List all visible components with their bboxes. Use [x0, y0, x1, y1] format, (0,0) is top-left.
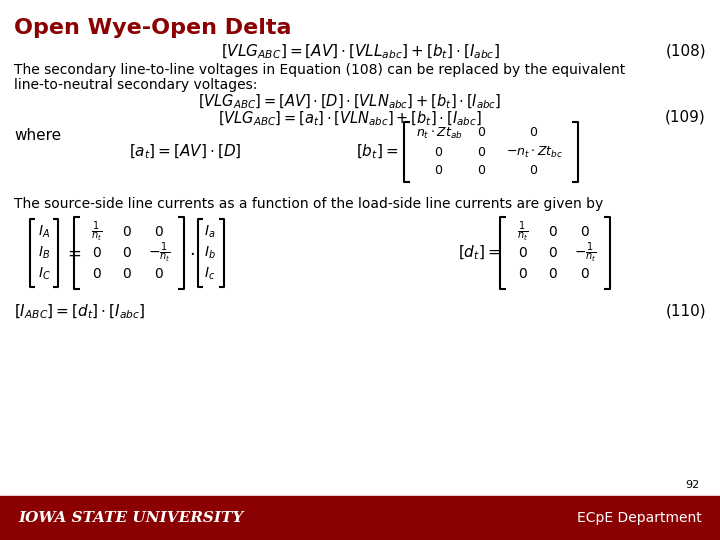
- Text: $0$: $0$: [122, 246, 132, 260]
- Text: $I_A$: $I_A$: [38, 224, 50, 240]
- Text: $0$: $0$: [477, 126, 487, 139]
- Text: $\frac{1}{n_t}$: $\frac{1}{n_t}$: [91, 220, 102, 244]
- Text: $-\frac{1}{n_t}$: $-\frac{1}{n_t}$: [148, 241, 171, 265]
- Text: Open Wye-Open Delta: Open Wye-Open Delta: [14, 18, 292, 38]
- Text: $[b_t] = $: $[b_t] = $: [356, 143, 398, 161]
- Text: $I_C$: $I_C$: [37, 266, 50, 282]
- Text: $0$: $0$: [154, 225, 164, 239]
- Text: $[VLG_{ABC}] = [a_t] \cdot [VLN_{abc}] + [b_t] \cdot [I_{abc}]$: $[VLG_{ABC}] = [a_t] \cdot [VLN_{abc}] +…: [218, 110, 482, 129]
- Text: $0$: $0$: [548, 246, 558, 260]
- Text: The secondary line-to-line voltages in Equation (108) can be replaced by the equ: The secondary line-to-line voltages in E…: [14, 63, 625, 77]
- Text: $0$: $0$: [477, 145, 487, 159]
- Text: IOWA STATE UNIVERSITY: IOWA STATE UNIVERSITY: [18, 511, 243, 525]
- Text: line-to-neutral secondary voltages:: line-to-neutral secondary voltages:: [14, 78, 257, 92]
- Text: $0$: $0$: [434, 145, 444, 159]
- Text: $-n_t \cdot Zt_{bc}$: $-n_t \cdot Zt_{bc}$: [505, 144, 562, 159]
- Text: $0$: $0$: [92, 246, 102, 260]
- Text: $0$: $0$: [154, 267, 164, 281]
- Text: $\frac{1}{n_t}$: $\frac{1}{n_t}$: [518, 220, 528, 244]
- Text: $[VLG_{ABC}] = [AV] \cdot [D] \cdot [VLN_{abc}] + [b_t] \cdot [I_{abc}]$: $[VLG_{ABC}] = [AV] \cdot [D] \cdot [VLN…: [198, 93, 502, 111]
- Text: $\cdot$: $\cdot$: [189, 244, 194, 262]
- Text: $0$: $0$: [122, 225, 132, 239]
- Text: $0$: $0$: [518, 246, 528, 260]
- Text: where: where: [14, 128, 61, 143]
- Text: $0$: $0$: [529, 165, 539, 178]
- Text: $0$: $0$: [529, 126, 539, 139]
- Text: $0$: $0$: [548, 267, 558, 281]
- Text: $0$: $0$: [580, 267, 590, 281]
- Text: $[d_t] =$: $[d_t] =$: [458, 244, 500, 262]
- Text: $0$: $0$: [477, 165, 487, 178]
- Text: (110): (110): [665, 303, 706, 318]
- Text: $I_a$: $I_a$: [204, 224, 216, 240]
- Text: $0$: $0$: [122, 267, 132, 281]
- Text: $0$: $0$: [518, 267, 528, 281]
- Text: $0$: $0$: [580, 225, 590, 239]
- Text: The source-side line currents as a function of the load-side line currents are g: The source-side line currents as a funct…: [14, 197, 603, 211]
- Text: $I_c$: $I_c$: [204, 266, 216, 282]
- Text: $0$: $0$: [92, 267, 102, 281]
- Text: $-\frac{1}{n_t}$: $-\frac{1}{n_t}$: [574, 241, 596, 265]
- Text: $0$: $0$: [548, 225, 558, 239]
- Text: $=$: $=$: [64, 244, 81, 262]
- Text: (108): (108): [665, 43, 706, 58]
- Text: $[a_t] = [AV] \cdot [D]$: $[a_t] = [AV] \cdot [D]$: [129, 143, 241, 161]
- Text: (109): (109): [665, 110, 706, 125]
- Text: $0$: $0$: [434, 165, 444, 178]
- Bar: [0, 496, 720, 540]
- Text: ECpE Department: ECpE Department: [577, 511, 702, 525]
- Text: $I_b$: $I_b$: [204, 245, 216, 261]
- Text: $I_B$: $I_B$: [38, 245, 50, 261]
- Text: $[I_{ABC}] = [d_t] \cdot [I_{abc}]$: $[I_{ABC}] = [d_t] \cdot [I_{abc}]$: [14, 303, 145, 321]
- Text: $[VLG_{ABC}] = [AV] \cdot [VLL_{abc}] + [b_t] \cdot [I_{abc}]$: $[VLG_{ABC}] = [AV] \cdot [VLL_{abc}] + …: [220, 43, 500, 62]
- Text: 92: 92: [685, 480, 700, 490]
- Text: $n_t \cdot Zt_{ab}$: $n_t \cdot Zt_{ab}$: [415, 125, 462, 140]
